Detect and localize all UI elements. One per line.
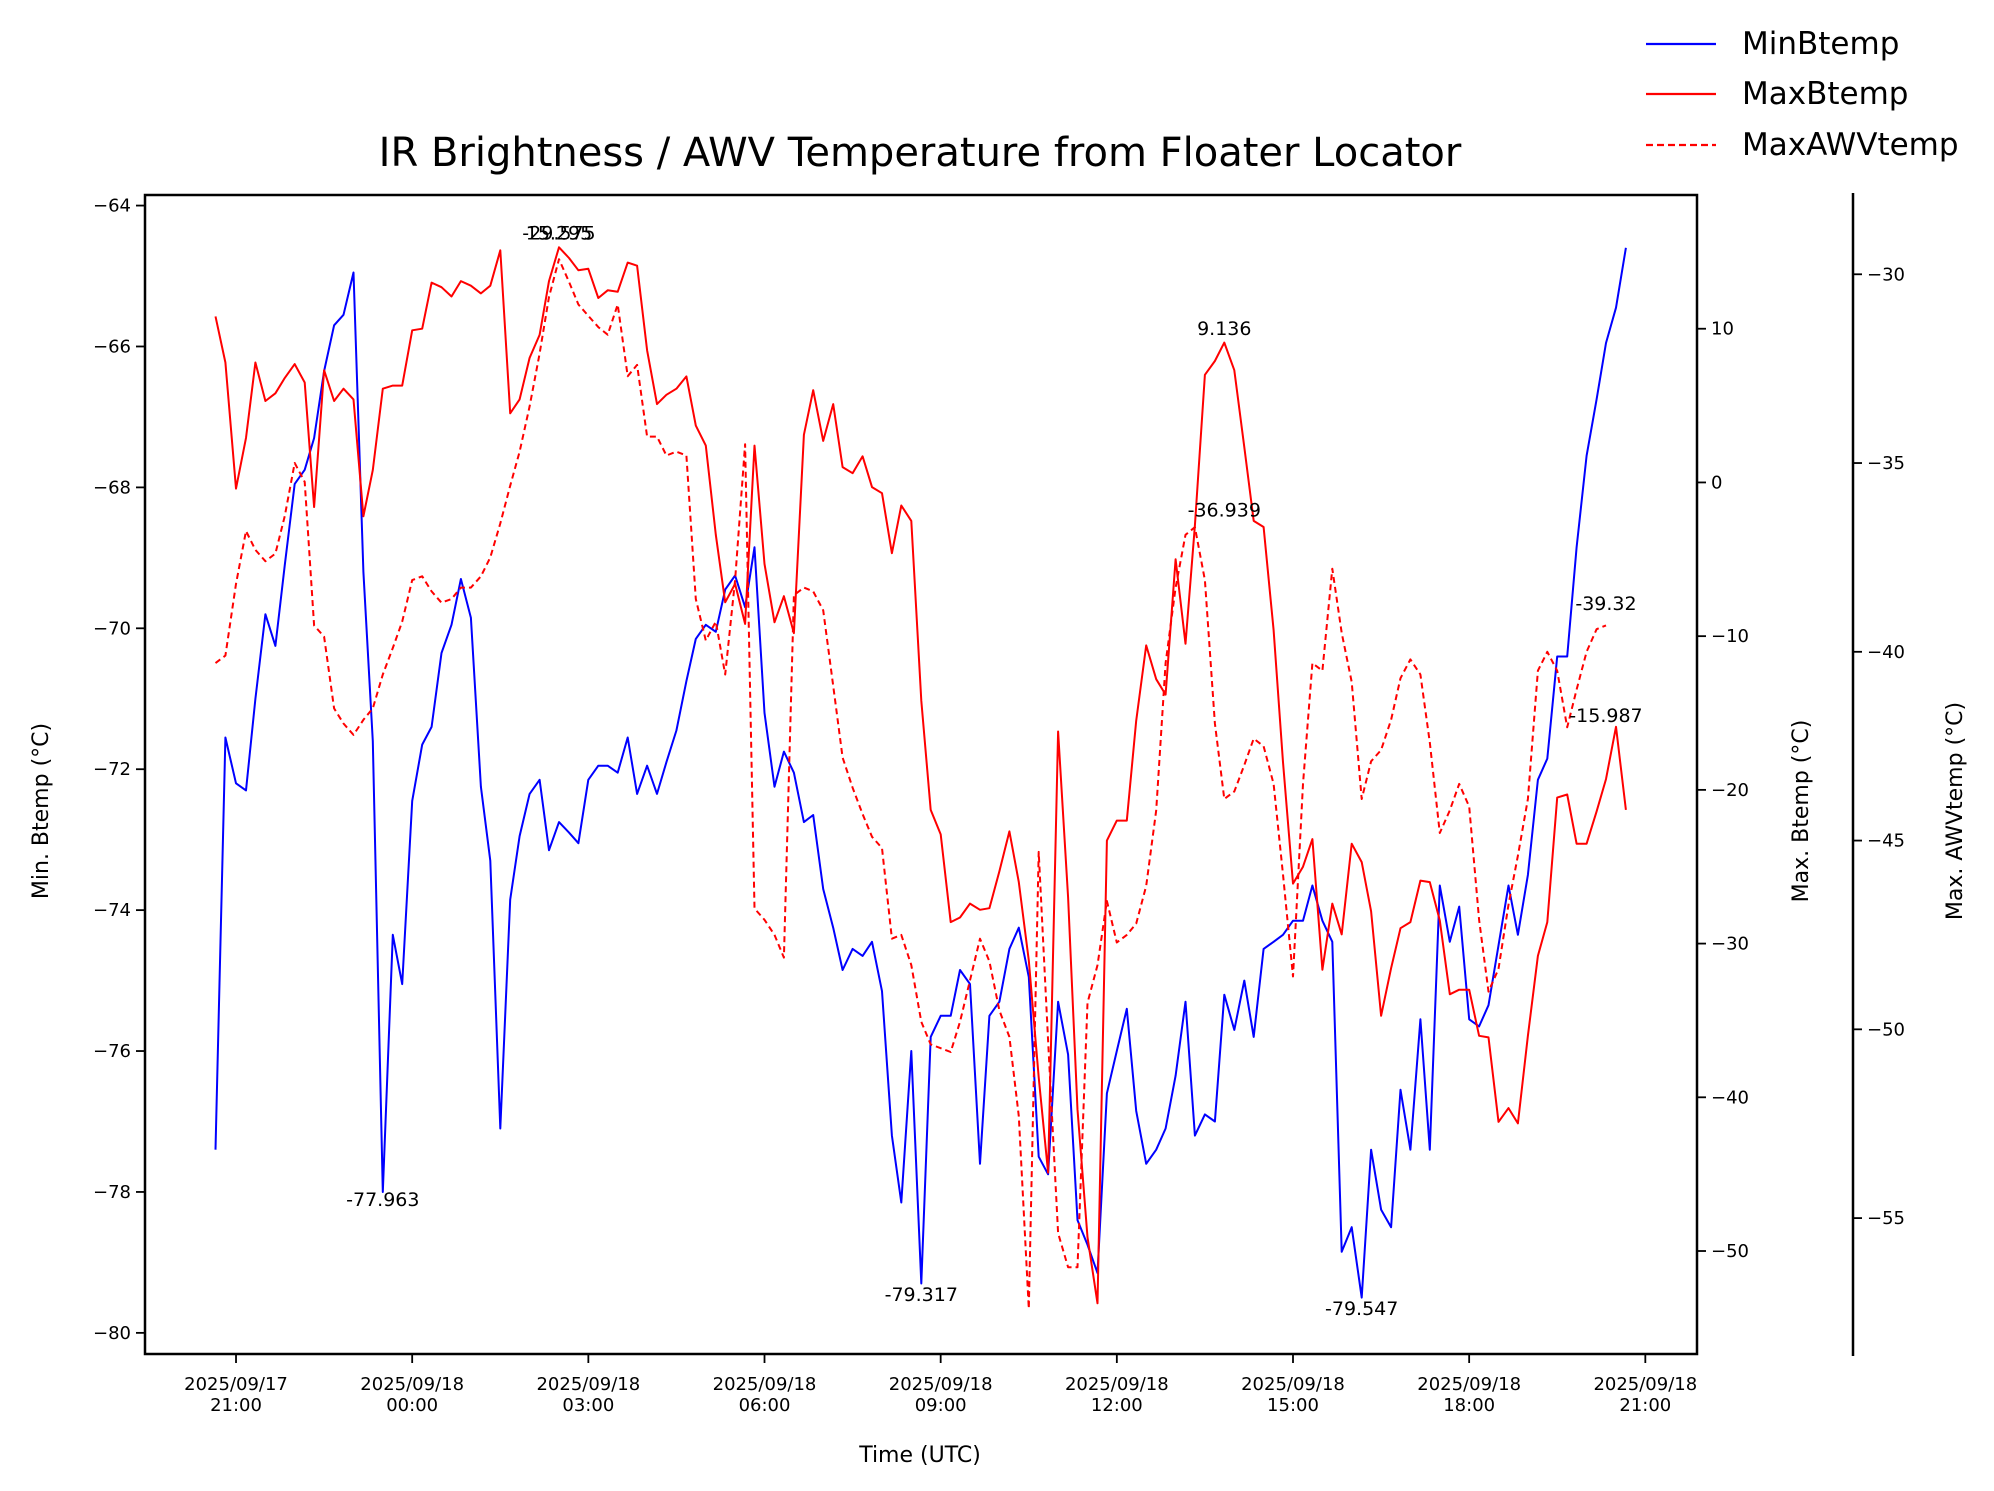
data-label-6: -36.939 [1188, 499, 1261, 521]
right-y-axis-label: Max. Btemp (°C) [1789, 720, 1814, 903]
outer-right-y-tick-label: −35 [1867, 453, 1905, 474]
right-y-tick-label: −40 [1711, 1087, 1749, 1108]
plot-lines [214, 246, 1627, 1310]
left-y-tick-label: −68 [93, 477, 131, 498]
legend-label-minbtemp: MinBtemp [1742, 26, 1899, 62]
left-y-tick-label: −72 [93, 759, 131, 780]
outer-right-y-tick-label: −30 [1867, 264, 1905, 285]
outer-right-y-tick-label: −45 [1867, 831, 1905, 852]
right-y-tick-label: 10 [1711, 319, 1734, 340]
plot-frame [143, 193, 1699, 1356]
x-tick-label-time: 15:00 [1267, 1395, 1319, 1416]
left-y-tick-label: −70 [93, 618, 131, 639]
chart-title: IR Brightness / AWV Temperature from Flo… [379, 130, 1462, 176]
x-tick-label-date: 2025/09/18 [360, 1374, 464, 1395]
x-tick-label-time: 09:00 [915, 1395, 967, 1416]
data-label-4: -29.575 [522, 223, 595, 245]
x-tick-label-date: 2025/09/18 [1065, 1374, 1169, 1395]
data-label-2: -79.547 [1325, 1298, 1398, 1320]
right-y-tick-label: −50 [1711, 1241, 1749, 1262]
series-line-maxawvtemp [214, 258, 1607, 1310]
x-tick-label-time: 12:00 [1091, 1395, 1143, 1416]
outer-right-y-axis-label: Max. AWVtemp (°C) [1943, 702, 1968, 920]
series-line-maxbtemp [214, 246, 1627, 1305]
x-tick-label-date: 2025/09/18 [1241, 1374, 1345, 1395]
left-y-tick-label: −64 [93, 196, 131, 217]
right-y-tick-label: −30 [1711, 934, 1749, 955]
series-line-minbtemp [214, 247, 1627, 1299]
legend: MinBtemp MaxBtemp MaxAWVtemp [1646, 26, 1959, 163]
x-tick-label-time: 06:00 [739, 1395, 791, 1416]
outer-right-y-tick-label: −55 [1867, 1208, 1905, 1229]
x-tick-label-time: 21:00 [1619, 1395, 1671, 1416]
data-label-3: 15.295 [526, 223, 592, 245]
axes: −80 −78 −76 −74 −72 −70 −68 −66 −64 −50 −40 −30 −20 −… [93, 193, 1905, 1416]
left-y-tick-label: −80 [93, 1323, 131, 1344]
data-label-5: 9.136 [1197, 318, 1251, 340]
outer-right-y-tick-label: −50 [1867, 1019, 1905, 1040]
left-y-tick-label: −74 [93, 900, 131, 921]
x-tick-label-date: 2025/09/18 [889, 1374, 993, 1395]
right-y-tick-label: 0 [1711, 472, 1722, 493]
legend-label-maxawvtemp: MaxAWVtemp [1742, 127, 1959, 163]
left-y-axis-label: Min. Btemp (°C) [29, 723, 54, 899]
outer-right-y-tick-label: −40 [1867, 642, 1905, 663]
data-label-1: -79.317 [885, 1284, 958, 1306]
left-y-tick-label: −76 [93, 1041, 131, 1062]
left-y-tick-label: −66 [93, 336, 131, 357]
left-y-tick-label: −78 [93, 1182, 131, 1203]
x-tick-label-time: 00:00 [386, 1395, 438, 1416]
x-tick-label-time: 21:00 [210, 1395, 262, 1416]
right-y-tick-label: −20 [1711, 780, 1749, 801]
annotations: -77.963 -79.317 -79.547 15.295-29.575 9.136 -… [346, 223, 1643, 1321]
x-tick-label-time: 03:00 [562, 1395, 614, 1416]
x-tick-label-date: 2025/09/18 [713, 1374, 817, 1395]
x-tick-label-date: 2025/09/18 [1417, 1374, 1521, 1395]
data-label-0: -77.963 [346, 1189, 419, 1211]
x-axis-label: Time (UTC) [858, 1443, 981, 1468]
x-tick-label-date: 2025/09/18 [1593, 1374, 1697, 1395]
right-y-tick-label: −10 [1711, 626, 1749, 647]
legend-label-maxbtemp: MaxBtemp [1742, 76, 1908, 112]
data-label-7: -39.32 [1575, 593, 1636, 615]
data-label-8: -15.987 [1569, 705, 1642, 727]
x-tick-label-date: 2025/09/17 [184, 1374, 288, 1395]
x-tick-label-date: 2025/09/18 [536, 1374, 640, 1395]
x-tick-label-time: 18:00 [1443, 1395, 1495, 1416]
